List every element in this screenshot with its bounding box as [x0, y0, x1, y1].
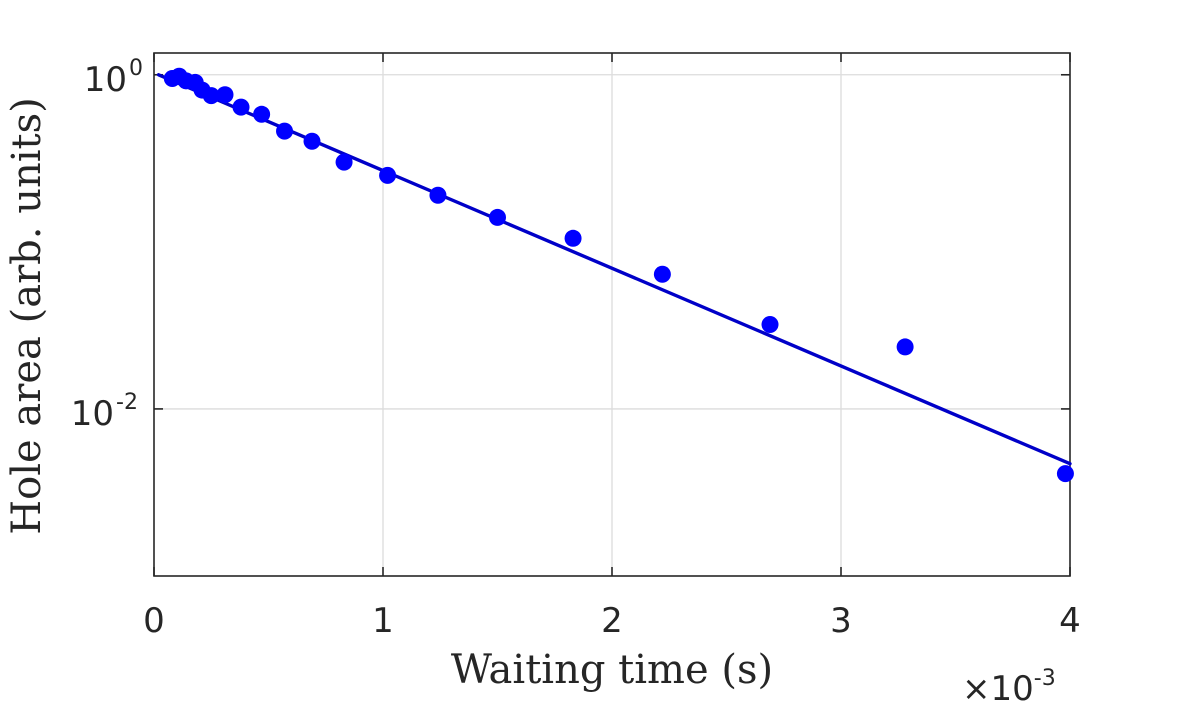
- data-point: [232, 98, 250, 116]
- y-axis-label: Hole area (arb. units): [4, 97, 50, 534]
- data-point: [761, 316, 779, 334]
- data-point: [216, 86, 234, 104]
- data-point: [429, 186, 447, 204]
- y-tick-label-base: 10: [84, 60, 127, 100]
- data-point: [379, 166, 397, 184]
- x-tick-label: 1: [372, 601, 394, 641]
- x-tick-labels: 0 1 2 3 4: [143, 601, 1081, 641]
- x-multiplier-base: ×10: [962, 669, 1034, 709]
- y-tick-label: 10-2: [71, 390, 138, 434]
- y-tick-label-exponent: -2: [116, 390, 138, 415]
- y-tick-label: 100: [84, 56, 143, 100]
- x-multiplier-exponent: -3: [1034, 666, 1056, 691]
- svg-text:×10-3: ×10-3: [962, 666, 1056, 709]
- y-tick-label-base: 10: [71, 394, 114, 434]
- data-point: [564, 229, 582, 247]
- x-tick-label: 3: [830, 601, 852, 641]
- data-point: [489, 208, 506, 226]
- data-point: [896, 338, 914, 356]
- x-multiplier: ×10-3: [962, 666, 1056, 709]
- data-point: [276, 122, 294, 140]
- data-point: [253, 105, 271, 123]
- data-point: [1056, 465, 1074, 483]
- data-point: [335, 153, 353, 171]
- fit-line: [156, 73, 1072, 466]
- grid: [154, 53, 1070, 576]
- data-point: [653, 265, 671, 283]
- series-layer: [156, 67, 1074, 483]
- axis-ticks: [153, 53, 1071, 576]
- x-axis-label: Waiting time (s): [451, 647, 773, 693]
- x-tick-label: 0: [143, 601, 165, 641]
- data-point: [202, 87, 220, 105]
- y-tick-label-exponent: 0: [129, 56, 143, 81]
- x-tick-label: 4: [1059, 601, 1081, 641]
- x-tick-label: 2: [601, 601, 623, 641]
- data-point: [303, 132, 321, 150]
